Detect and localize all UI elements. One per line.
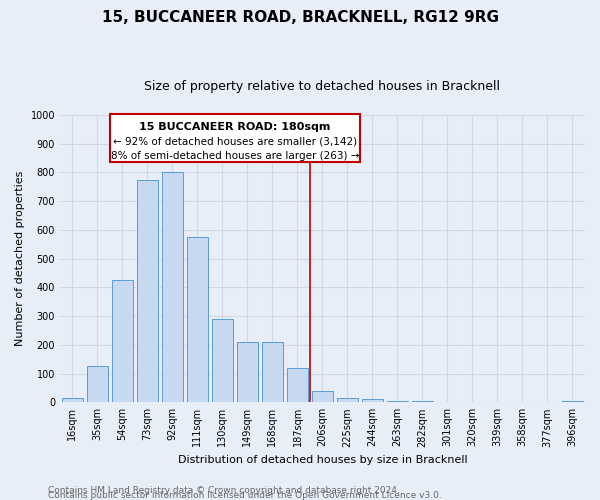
Bar [562, 401, 583, 402]
Bar [362, 400, 383, 402]
Text: 15 BUCCANEER ROAD: 180sqm: 15 BUCCANEER ROAD: 180sqm [139, 122, 331, 132]
Bar [262, 342, 283, 402]
Bar [87, 366, 108, 402]
Text: Contains public sector information licensed under the Open Government Licence v3: Contains public sector information licen… [48, 491, 442, 500]
Text: ← 92% of detached houses are smaller (3,142): ← 92% of detached houses are smaller (3,… [113, 137, 357, 147]
Bar [412, 401, 433, 402]
FancyBboxPatch shape [110, 114, 360, 162]
Bar [287, 368, 308, 402]
Bar [312, 391, 333, 402]
Bar [137, 180, 158, 402]
Bar [187, 237, 208, 402]
Bar [162, 172, 183, 402]
Bar [112, 280, 133, 402]
Text: 15, BUCCANEER ROAD, BRACKNELL, RG12 9RG: 15, BUCCANEER ROAD, BRACKNELL, RG12 9RG [101, 10, 499, 25]
Text: 8% of semi-detached houses are larger (263) →: 8% of semi-detached houses are larger (2… [110, 150, 359, 160]
Title: Size of property relative to detached houses in Bracknell: Size of property relative to detached ho… [145, 80, 500, 93]
Y-axis label: Number of detached properties: Number of detached properties [15, 171, 25, 346]
Bar [212, 319, 233, 402]
Text: Contains HM Land Registry data © Crown copyright and database right 2024.: Contains HM Land Registry data © Crown c… [48, 486, 400, 495]
Bar [237, 342, 258, 402]
X-axis label: Distribution of detached houses by size in Bracknell: Distribution of detached houses by size … [178, 455, 467, 465]
Bar [387, 401, 408, 402]
Bar [337, 398, 358, 402]
Bar [62, 398, 83, 402]
